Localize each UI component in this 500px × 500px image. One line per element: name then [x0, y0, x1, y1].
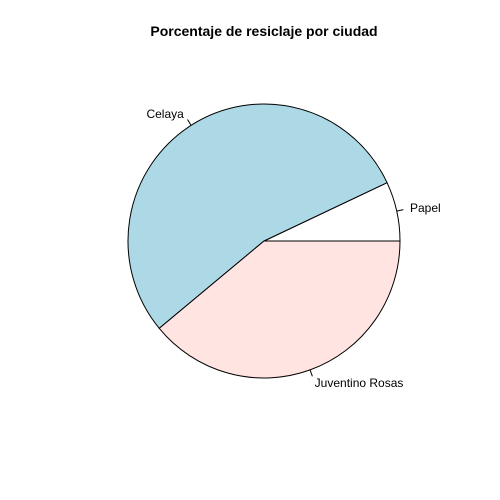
slice-label-juventino-rosas: Juventino Rosas — [315, 376, 404, 390]
pie-slice-juventino-rosas — [158, 240, 401, 379]
label-tick-celaya — [187, 119, 192, 126]
label-tick-papel — [396, 209, 404, 212]
slice-label-celaya: Celaya — [146, 107, 184, 121]
slice-labels: Papel Celaya Juventino Rosas — [146, 107, 440, 390]
chart-title: Porcentaje de resiclaje por ciudad — [150, 23, 377, 39]
label-ticks — [187, 119, 404, 377]
label-tick-juventino-rosas — [309, 369, 313, 377]
pie-slices — [127, 103, 401, 379]
slice-label-papel: Papel — [410, 201, 441, 215]
pie-slice-celaya — [127, 103, 388, 330]
